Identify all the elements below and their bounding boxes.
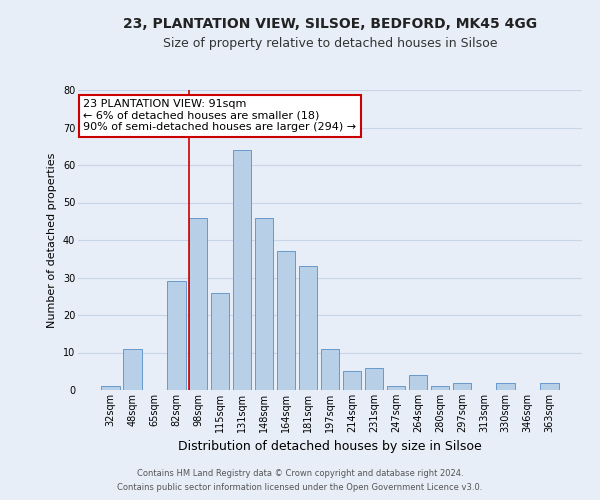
Text: 23 PLANTATION VIEW: 91sqm
← 6% of detached houses are smaller (18)
90% of semi-d: 23 PLANTATION VIEW: 91sqm ← 6% of detach… xyxy=(83,99,356,132)
Bar xyxy=(167,281,185,390)
Bar xyxy=(343,371,361,390)
Bar xyxy=(189,218,208,390)
Y-axis label: Number of detached properties: Number of detached properties xyxy=(47,152,57,328)
Text: Contains public sector information licensed under the Open Government Licence v3: Contains public sector information licen… xyxy=(118,484,482,492)
Bar xyxy=(541,382,559,390)
Bar xyxy=(101,386,119,390)
Bar xyxy=(255,218,274,390)
Bar xyxy=(277,251,295,390)
Text: Contains HM Land Registry data © Crown copyright and database right 2024.: Contains HM Land Registry data © Crown c… xyxy=(137,468,463,477)
Bar xyxy=(386,386,405,390)
Bar xyxy=(299,266,317,390)
Bar xyxy=(496,382,515,390)
Bar xyxy=(365,368,383,390)
Text: Size of property relative to detached houses in Silsoe: Size of property relative to detached ho… xyxy=(163,38,497,51)
X-axis label: Distribution of detached houses by size in Silsoe: Distribution of detached houses by size … xyxy=(178,440,482,454)
Bar xyxy=(452,382,471,390)
Bar xyxy=(233,150,251,390)
Bar xyxy=(211,292,229,390)
Text: 23, PLANTATION VIEW, SILSOE, BEDFORD, MK45 4GG: 23, PLANTATION VIEW, SILSOE, BEDFORD, MK… xyxy=(123,18,537,32)
Bar xyxy=(431,386,449,390)
Bar xyxy=(123,349,142,390)
Bar xyxy=(409,375,427,390)
Bar xyxy=(320,349,340,390)
